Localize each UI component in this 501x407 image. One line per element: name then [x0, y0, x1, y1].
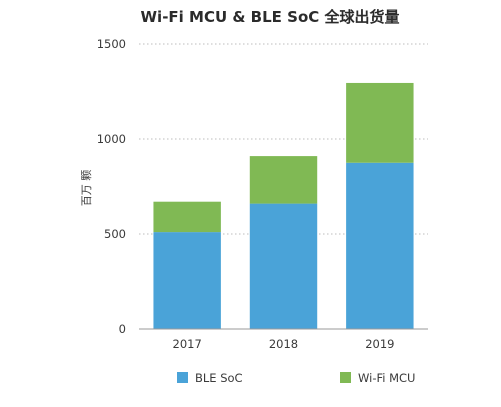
y-tick-label: 0 — [119, 322, 126, 336]
x-tick-label: 2019 — [365, 337, 394, 351]
y-axis-label: 百万 颗 — [80, 170, 93, 207]
bar-ble-soc-2018 — [249, 203, 318, 329]
y-tick-label: 500 — [104, 227, 126, 241]
x-axis: 2017 2018 2019 — [173, 337, 395, 351]
bar-wi-fi-mcu-2018 — [249, 156, 318, 204]
bars — [153, 82, 414, 329]
x-tick-label: 2018 — [269, 337, 298, 351]
legend-label: Wi-Fi MCU — [358, 371, 415, 385]
x-tick-label: 2017 — [173, 337, 202, 351]
legend-swatch — [177, 372, 188, 383]
chart-title: Wi-Fi MCU & BLE SoC 全球出货量 — [141, 8, 400, 26]
bar-ble-soc-2019 — [346, 162, 414, 329]
y-axis: 0 500 1000 1500 — [97, 37, 126, 336]
bar-wi-fi-mcu-2019 — [346, 82, 414, 163]
y-tick-label: 1500 — [97, 37, 126, 51]
y-tick-label: 1000 — [97, 132, 126, 146]
bar-ble-soc-2017 — [153, 232, 221, 329]
bar-wi-fi-mcu-2017 — [153, 201, 221, 233]
legend: BLE SoC Wi-Fi MCU — [177, 371, 415, 385]
legend-swatch — [340, 372, 351, 383]
legend-label: BLE SoC — [195, 371, 243, 385]
